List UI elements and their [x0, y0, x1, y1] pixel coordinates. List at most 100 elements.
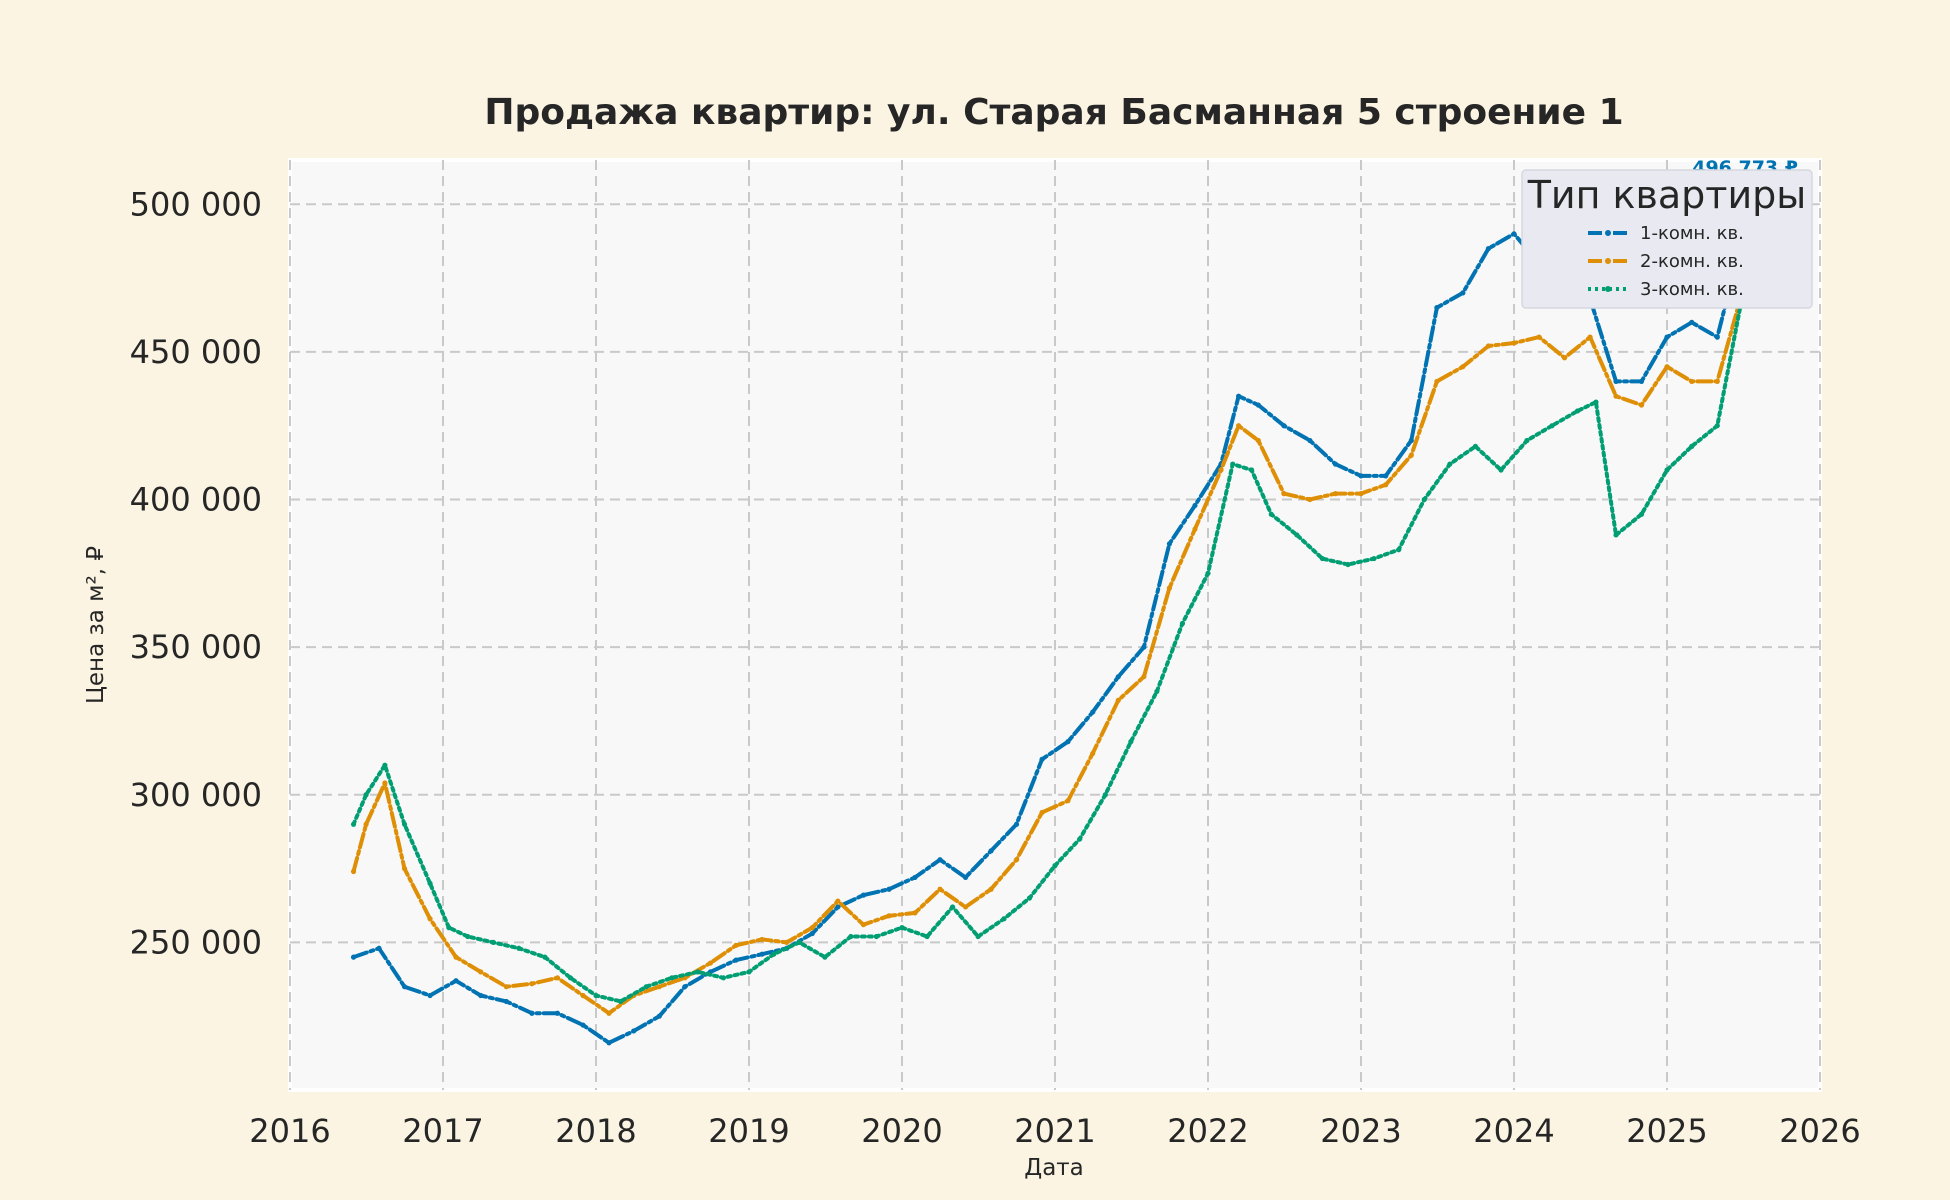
- data-point: [1689, 320, 1694, 325]
- x-tick-label: 2024: [1473, 1112, 1554, 1150]
- data-point: [1141, 645, 1146, 650]
- data-point: [1575, 408, 1580, 413]
- data-point: [1371, 556, 1376, 561]
- data-point: [453, 978, 458, 983]
- data-point: [1281, 423, 1286, 428]
- data-point: [886, 887, 891, 892]
- data-point: [1218, 467, 1223, 472]
- data-point: [427, 993, 432, 998]
- x-tick-label: 2025: [1626, 1112, 1707, 1150]
- data-point: [1613, 532, 1618, 537]
- data-point: [1014, 822, 1019, 827]
- data-point: [1154, 689, 1159, 694]
- data-point: [682, 984, 687, 989]
- data-point: [1281, 491, 1286, 496]
- data-point: [721, 975, 726, 980]
- data-point: [810, 925, 815, 930]
- x-tick-label: 2018: [555, 1112, 636, 1150]
- data-point: [1409, 453, 1414, 458]
- data-point: [631, 1028, 636, 1033]
- data-point: [1562, 355, 1567, 360]
- data-point: [618, 999, 623, 1004]
- data-point: [478, 969, 483, 974]
- data-point: [542, 955, 547, 960]
- data-point: [516, 946, 521, 951]
- data-point: [1639, 379, 1644, 384]
- data-point: [1027, 895, 1032, 900]
- legend-swatch-marker: [1605, 286, 1611, 292]
- data-point: [695, 969, 700, 974]
- data-point: [1001, 916, 1006, 921]
- data-point: [657, 1014, 662, 1019]
- data-point: [822, 955, 827, 960]
- data-point: [912, 910, 917, 915]
- data-point: [1014, 857, 1019, 862]
- data-point: [1715, 335, 1720, 340]
- data-point: [1511, 231, 1516, 236]
- data-point: [1689, 444, 1694, 449]
- data-point: [1090, 709, 1095, 714]
- data-point: [1236, 394, 1241, 399]
- data-point: [593, 993, 598, 998]
- data-point: [937, 887, 942, 892]
- data-point: [1192, 503, 1197, 508]
- data-point: [733, 943, 738, 948]
- data-point: [1460, 364, 1465, 369]
- x-tick-label: 2019: [708, 1112, 789, 1150]
- data-point: [1664, 467, 1669, 472]
- data-point: [1307, 438, 1312, 443]
- data-point: [1128, 739, 1133, 744]
- data-point: [988, 848, 993, 853]
- data-point: [1180, 621, 1185, 626]
- data-point: [759, 952, 764, 957]
- data-point: [1536, 335, 1541, 340]
- data-point: [1715, 423, 1720, 428]
- data-point: [1192, 526, 1197, 531]
- data-point: [835, 898, 840, 903]
- data-point: [1664, 335, 1669, 340]
- data-point: [1249, 467, 1254, 472]
- data-point: [771, 952, 776, 957]
- y-tick-label: 250 000: [130, 923, 262, 961]
- data-point: [1593, 399, 1598, 404]
- data-point: [1256, 438, 1261, 443]
- data-point: [810, 931, 815, 936]
- data-point: [1039, 810, 1044, 815]
- data-point: [1473, 444, 1478, 449]
- data-point: [1205, 571, 1210, 576]
- data-point: [1486, 343, 1491, 348]
- data-point: [1141, 674, 1146, 679]
- data-point: [1116, 698, 1121, 703]
- data-point: [504, 999, 509, 1004]
- data-point: [1460, 290, 1465, 295]
- data-point: [402, 866, 407, 871]
- data-point: [899, 925, 904, 930]
- x-tick-label: 2023: [1320, 1112, 1401, 1150]
- data-point: [733, 957, 738, 962]
- data-point: [465, 934, 470, 939]
- data-point: [351, 955, 356, 960]
- x-tick-label: 2021: [1014, 1112, 1095, 1150]
- data-point: [1383, 473, 1388, 478]
- data-point: [478, 993, 483, 998]
- data-point: [1333, 461, 1338, 466]
- data-point: [963, 904, 968, 909]
- y-axis: 250 000 300 000 350 000 400 000 450 000 500 0…: [130, 185, 262, 961]
- data-point: [886, 913, 891, 918]
- y-axis-label: Цена за м², ₽: [83, 546, 109, 704]
- data-point: [759, 937, 764, 942]
- data-point: [1167, 541, 1172, 546]
- data-point: [1358, 491, 1363, 496]
- data-point: [963, 875, 968, 880]
- data-point: [382, 780, 387, 785]
- data-point: [1090, 751, 1095, 756]
- data-point: [1409, 438, 1414, 443]
- data-point: [1065, 739, 1070, 744]
- data-point: [1269, 512, 1274, 517]
- data-point: [491, 940, 496, 945]
- legend-entry-label: 3-комн. кв.: [1640, 279, 1744, 300]
- data-point: [988, 887, 993, 892]
- y-tick-label: 450 000: [130, 333, 262, 371]
- data-point: [1434, 379, 1439, 384]
